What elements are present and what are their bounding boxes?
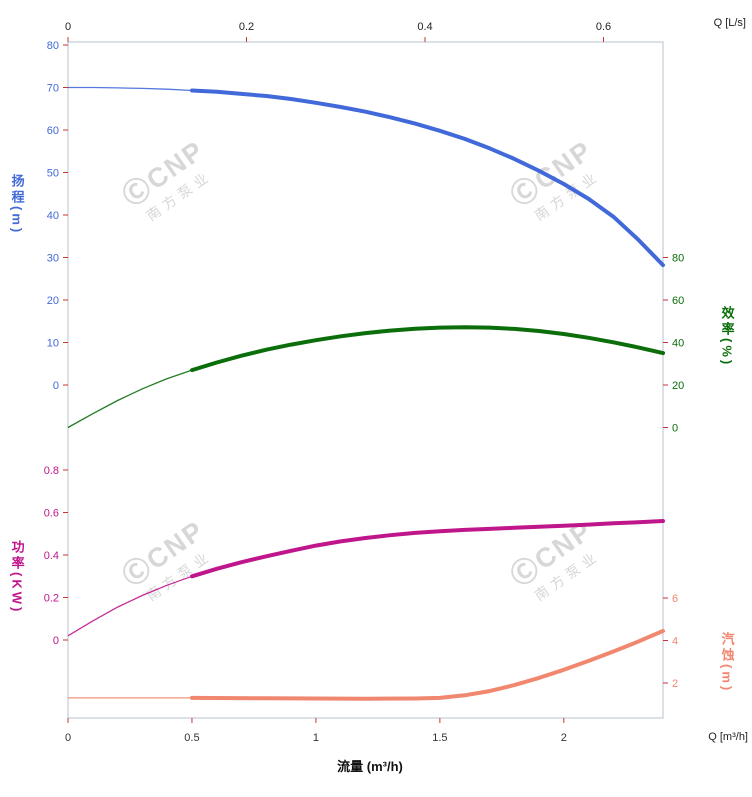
- efficiency-tick-label: 60: [672, 295, 684, 307]
- npsh-tick-label: 4: [672, 636, 678, 648]
- head-tick-label: 70: [47, 83, 59, 95]
- bottom-tick-label: 1: [313, 732, 319, 744]
- flow-axis-title: 流量 (m³/h): [337, 759, 403, 774]
- power-curve: [190, 519, 665, 579]
- power-axis-unit: (KW): [9, 572, 25, 615]
- power-tick-label: 0.8: [44, 465, 59, 477]
- bottom-tick-label: 0.5: [184, 732, 199, 744]
- efficiency-tick-label: 80: [672, 253, 684, 265]
- efficiency-tick-label: 0: [672, 423, 678, 435]
- efficiency-tick-label: 20: [672, 380, 684, 392]
- npsh-tick-label: 2: [672, 678, 678, 690]
- efficiency-axis-unit: (%): [719, 338, 735, 368]
- efficiency-tick-label: 40: [672, 338, 684, 350]
- npsh-axis-unit: (m): [719, 664, 735, 694]
- npsh-axis-title: 汽蚀(m): [719, 632, 735, 693]
- power-tick-label: 0.2: [44, 593, 59, 605]
- bottom-axis-unit-label: Q [m³/h]: [708, 731, 748, 743]
- top-tick-label: 0.6: [596, 21, 611, 33]
- efficiency-axis-title-text: 效率: [719, 306, 735, 338]
- npsh-tick-label: 6: [672, 593, 678, 605]
- head-tick-label: 50: [47, 168, 59, 180]
- head-tick-label: 30: [47, 253, 59, 265]
- head-tick-label: 20: [47, 295, 59, 307]
- bottom-tick-label: 1.5: [432, 732, 447, 744]
- head-axis-unit: (m): [9, 206, 25, 236]
- head-axis-title-text: 扬程: [9, 174, 25, 206]
- head-curve-min-flow: [68, 86, 193, 92]
- efficiency-curve-min-flow: [67, 369, 193, 429]
- head-tick-label: 80: [47, 40, 59, 52]
- head-tick-label: 0: [53, 380, 59, 392]
- power-tick-label: 0.6: [44, 508, 59, 520]
- power-tick-label: 0: [53, 635, 59, 647]
- bottom-tick-label: 2: [561, 732, 567, 744]
- bottom-tick-label: 0: [65, 732, 71, 744]
- power-tick-label: 0.4: [44, 550, 59, 562]
- efficiency-curve: [190, 325, 665, 373]
- npsh-curve: [190, 628, 665, 701]
- head-curve: [190, 88, 665, 268]
- efficiency-axis-title: 效率(%): [719, 306, 735, 367]
- head-axis-title: 扬程(m): [9, 174, 25, 235]
- head-tick-label: 40: [47, 210, 59, 222]
- power-axis-title-text: 功率: [9, 540, 25, 572]
- plot-border: [67, 41, 664, 719]
- top-tick-label: 0.2: [239, 21, 254, 33]
- power-curve-min-flow: [67, 575, 193, 637]
- head-tick-label: 60: [47, 125, 59, 137]
- npsh-axis-title-text: 汽蚀: [719, 632, 735, 664]
- head-tick-label: 10: [47, 338, 59, 350]
- top-tick-label: 0.4: [417, 21, 432, 33]
- top-tick-label: 0: [65, 21, 71, 33]
- top-axis-unit-label: Q [L/s]: [713, 17, 746, 29]
- power-axis-title: 功率(KW): [9, 540, 25, 614]
